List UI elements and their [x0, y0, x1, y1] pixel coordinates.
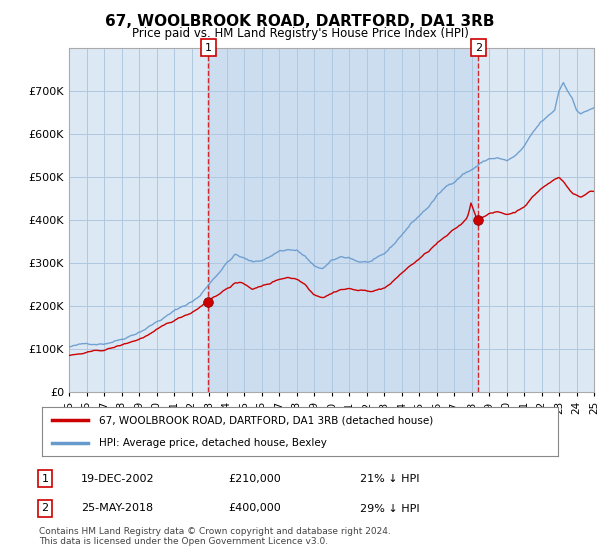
Text: 67, WOOLBROOK ROAD, DARTFORD, DA1 3RB: 67, WOOLBROOK ROAD, DARTFORD, DA1 3RB	[105, 14, 495, 29]
Text: 2: 2	[41, 503, 49, 514]
Text: HPI: Average price, detached house, Bexley: HPI: Average price, detached house, Bexl…	[99, 438, 326, 448]
Text: 1: 1	[41, 474, 49, 484]
Text: 67, WOOLBROOK ROAD, DARTFORD, DA1 3RB (detached house): 67, WOOLBROOK ROAD, DARTFORD, DA1 3RB (d…	[99, 416, 433, 426]
Bar	[208, 48, 478, 392]
Text: 21% ↓ HPI: 21% ↓ HPI	[360, 474, 419, 484]
Text: Contains HM Land Registry data © Crown copyright and database right 2024.
This d: Contains HM Land Registry data © Crown c…	[39, 526, 391, 546]
Text: Price paid vs. HM Land Registry's House Price Index (HPI): Price paid vs. HM Land Registry's House …	[131, 27, 469, 40]
Text: 25-MAY-2018: 25-MAY-2018	[81, 503, 153, 514]
Text: 1: 1	[205, 43, 212, 53]
Text: 29% ↓ HPI: 29% ↓ HPI	[360, 503, 419, 514]
Text: £400,000: £400,000	[228, 503, 281, 514]
Text: £210,000: £210,000	[228, 474, 281, 484]
Text: 2: 2	[475, 43, 482, 53]
Text: 19-DEC-2002: 19-DEC-2002	[81, 474, 155, 484]
